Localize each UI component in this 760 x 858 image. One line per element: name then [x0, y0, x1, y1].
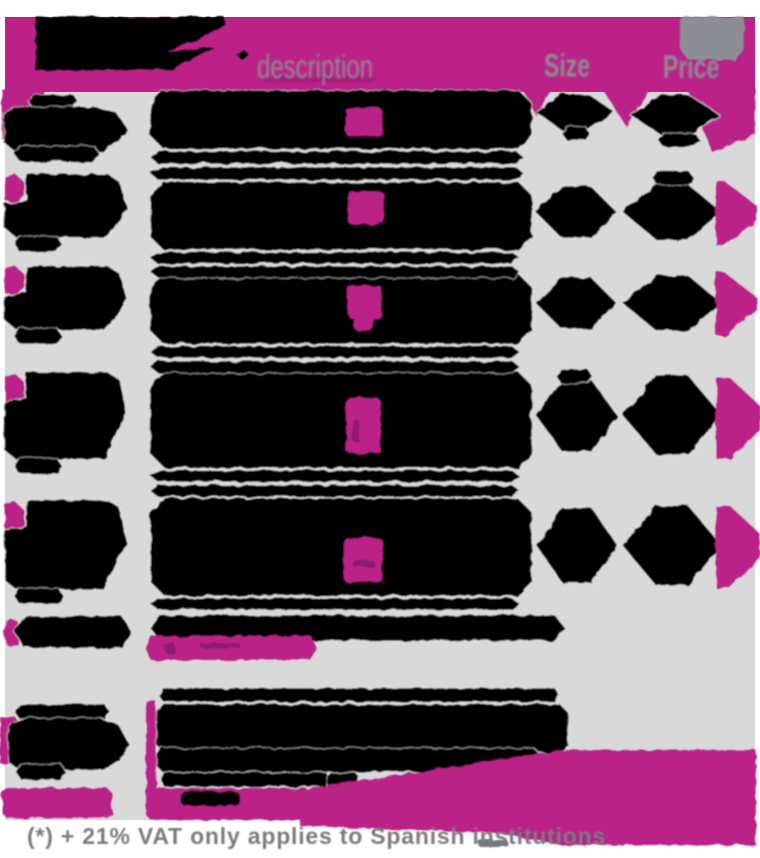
- svg-text:Price: Price: [663, 49, 719, 85]
- svg-text:Size: Size: [544, 48, 590, 84]
- svg-text:(*) + 21% VAT only applies to: (*) + 21% VAT only applies to Spanish in…: [27, 823, 606, 849]
- svg-text:description: description: [257, 49, 373, 86]
